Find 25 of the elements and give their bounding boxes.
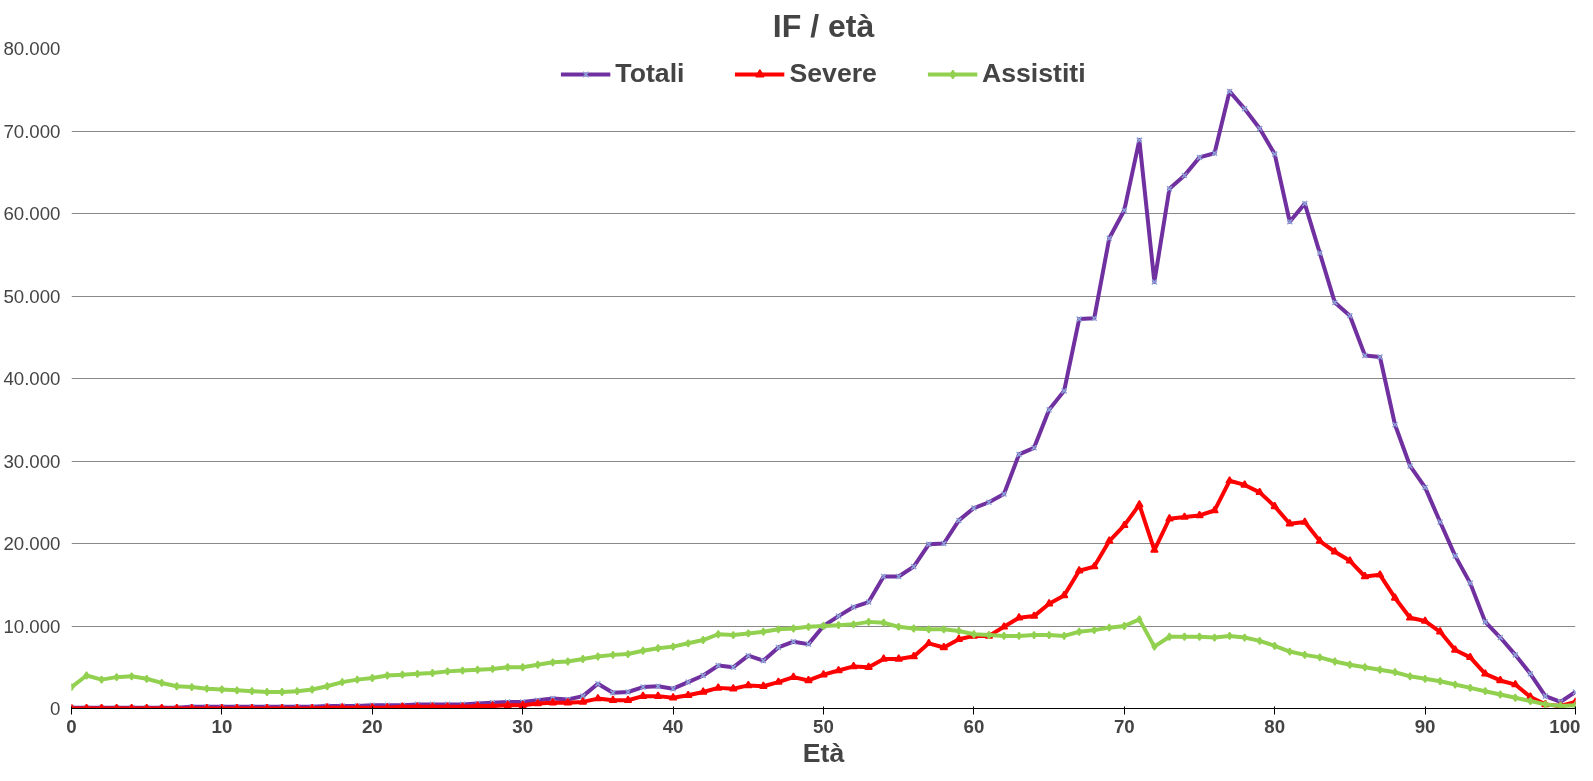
y-tick-label: 40.000 — [3, 368, 61, 389]
x-tick-label: 10 — [211, 715, 233, 737]
legend-label: Totali — [615, 58, 685, 89]
x-tick-label: 50 — [813, 715, 834, 737]
y-tick-label: 20.000 — [3, 533, 61, 554]
y-tick-label: 10.000 — [3, 615, 61, 637]
y-tick-label: 0 — [50, 698, 61, 719]
x-tick-label: 80 — [1264, 715, 1286, 737]
x-tick-label: 90 — [1414, 715, 1436, 737]
legend-label: Assistiti — [981, 58, 1086, 89]
x-tick-label: 40 — [662, 715, 684, 737]
y-tick-label: 50.000 — [3, 285, 61, 307]
y-tick-label: 30.000 — [3, 450, 61, 472]
x-tick-label: 60 — [963, 715, 985, 737]
x-axis-title: Età — [802, 737, 845, 768]
x-tick-label: 100 — [1549, 715, 1581, 737]
y-tick-label: 70.000 — [3, 120, 61, 142]
x-tick-label: 70 — [1113, 715, 1135, 737]
y-tick-label: 80.000 — [3, 38, 61, 59]
x-tick-label: 30 — [512, 715, 534, 737]
x-tick-label: 0 — [66, 715, 77, 737]
x-tick-label: 20 — [361, 715, 383, 737]
legend-label: Severe — [789, 58, 877, 89]
y-tick-label: 60.000 — [3, 203, 61, 224]
chart-title: IF / età — [772, 7, 875, 44]
